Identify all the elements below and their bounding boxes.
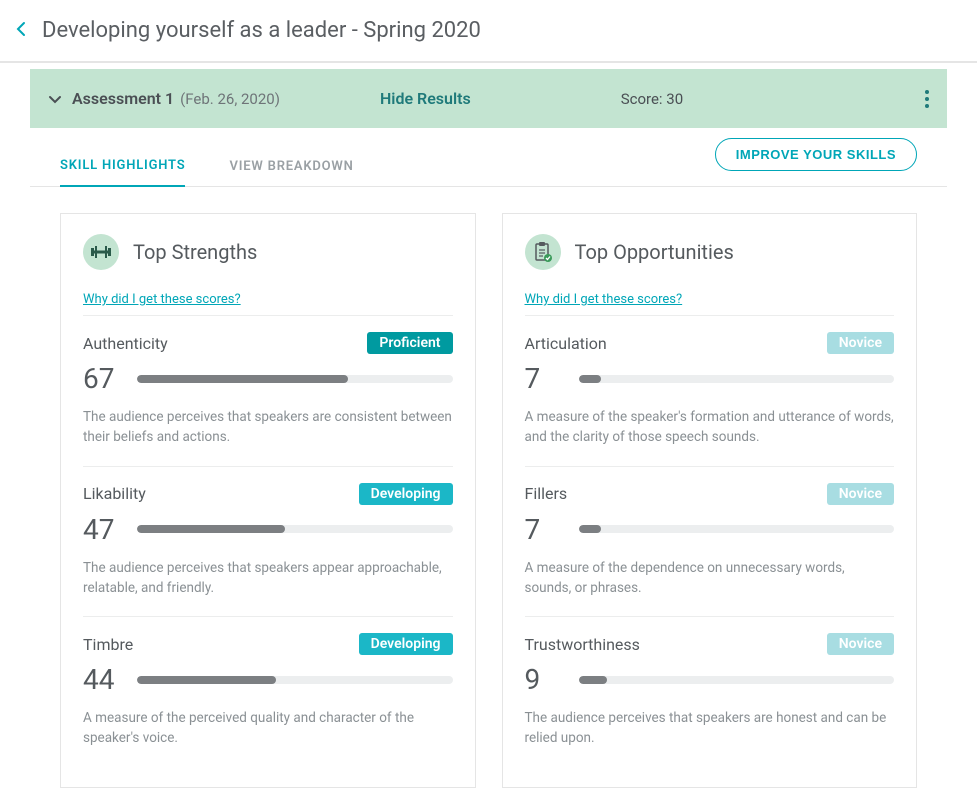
clipboard-check-icon [525, 234, 561, 270]
skill-level-badge: Novice [827, 483, 894, 505]
skill-score: 67 [83, 362, 123, 395]
assessment-date: (Feb. 26, 2020) [180, 90, 280, 108]
skill-description: A measure of the speaker's formation and… [525, 407, 895, 448]
skill-block: Timbre Developing 44 A measure of the perce… [83, 616, 453, 767]
skill-name: Likability [83, 484, 146, 503]
skill-name: Authenticity [83, 334, 168, 353]
skill-name: Timbre [83, 635, 133, 654]
back-chevron-icon[interactable] [16, 21, 26, 41]
skill-name: Trustworthiness [525, 635, 640, 654]
skill-name: Articulation [525, 334, 607, 353]
skill-description: The audience perceives that speakers are… [525, 708, 895, 749]
assessment-title: Assessment 1 [72, 89, 174, 108]
progress-bar [579, 676, 895, 684]
skill-score: 9 [525, 663, 565, 696]
why-scores-link-opportunities[interactable]: Why did I get these scores? [525, 292, 683, 307]
skill-level-badge: Proficient [367, 332, 452, 354]
skill-score: 47 [83, 513, 123, 546]
tab-view-breakdown[interactable]: VIEW BREAKDOWN [229, 149, 353, 186]
skill-level-badge: Developing [359, 633, 453, 655]
progress-bar [137, 676, 453, 684]
dumbbell-icon [83, 234, 119, 270]
skill-description: A measure of the dependence on unnecessa… [525, 558, 895, 599]
assessment-banner: Assessment 1 (Feb. 26, 2020) Hide Result… [30, 69, 947, 128]
skill-level-badge: Novice [827, 332, 894, 354]
chevron-down-icon[interactable] [48, 89, 62, 108]
improve-skills-button[interactable]: IMPROVE YOUR SKILLS [715, 138, 917, 171]
skill-score: 7 [525, 513, 565, 546]
skill-block: Likability Developing 47 The audience perce… [83, 466, 453, 617]
skill-block: Articulation Novice 7 A measure of the spea… [525, 315, 895, 466]
score-label: Score: 30 [621, 90, 683, 108]
skill-score: 44 [83, 663, 123, 696]
kebab-menu-icon[interactable] [925, 90, 929, 108]
tab-skill-highlights[interactable]: SKILL HIGHLIGHTS [60, 148, 185, 187]
top-strengths-card: Top Strengths Why did I get these scores… [60, 213, 476, 788]
page-title: Developing yourself as a leader - Spring… [42, 18, 481, 43]
skill-level-badge: Developing [359, 483, 453, 505]
skill-block: Trustworthiness Novice 9 The audience perce… [525, 616, 895, 767]
strengths-title: Top Strengths [133, 240, 257, 264]
progress-bar [579, 375, 895, 383]
skill-description: A measure of the perceived quality and c… [83, 708, 453, 749]
hide-results-button[interactable]: Hide Results [380, 89, 471, 108]
top-opportunities-card: Top Opportunities Why did I get these sc… [502, 213, 918, 788]
tab-row: SKILL HIGHLIGHTS VIEW BREAKDOWN IMPROVE … [30, 128, 947, 187]
skill-description: The audience perceives that speakers are… [83, 407, 453, 448]
page-header: Developing yourself as a leader - Spring… [0, 0, 977, 63]
progress-bar [137, 525, 453, 533]
skill-name: Fillers [525, 484, 568, 503]
skill-level-badge: Novice [827, 633, 894, 655]
opportunities-title: Top Opportunities [575, 240, 734, 264]
skill-score: 7 [525, 362, 565, 395]
progress-bar [137, 375, 453, 383]
why-scores-link-strengths[interactable]: Why did I get these scores? [83, 292, 241, 307]
progress-bar [579, 525, 895, 533]
skill-block: Authenticity Proficient 67 The audience per… [83, 315, 453, 466]
skill-description: The audience perceives that speakers app… [83, 558, 453, 599]
skill-block: Fillers Novice 7 A measure of the dependenc… [525, 466, 895, 617]
